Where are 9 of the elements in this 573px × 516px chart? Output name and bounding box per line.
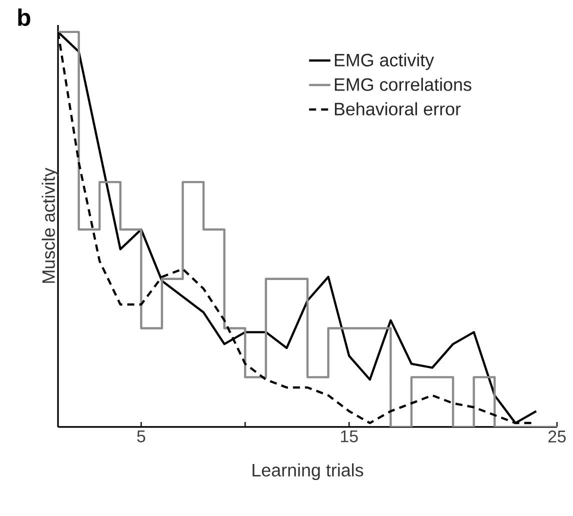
x-tick-label: 25: [548, 430, 566, 443]
x-tick-label: 5: [137, 430, 146, 442]
legend-label: EMG correlations: [334, 78, 472, 91]
chart-title: b: [18, 8, 30, 26]
legend-label: Behavioral error: [334, 102, 461, 116]
y-axis-title: Muscle activity: [42, 168, 58, 283]
legend-label: EMG activity: [334, 53, 434, 70]
x-axis-title: Learning trials: [252, 463, 364, 480]
x-tick-label: 15: [340, 430, 358, 442]
